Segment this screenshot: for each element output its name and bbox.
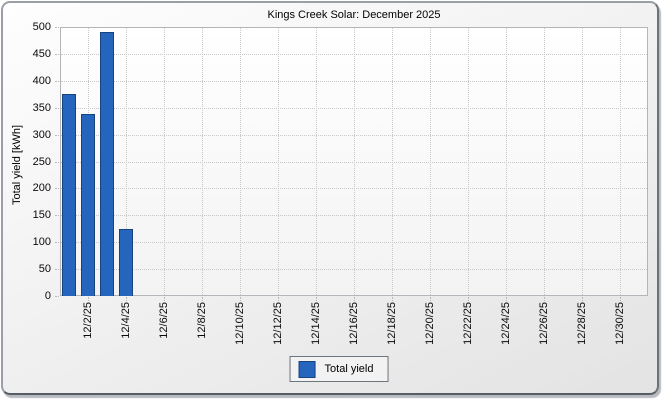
x-tick-label: 12/22/25 bbox=[461, 302, 474, 345]
gridline-vertical bbox=[354, 28, 355, 295]
gridline-vertical bbox=[202, 28, 204, 295]
y-tick-label: 100 bbox=[32, 236, 51, 249]
x-tick-label: 12/16/25 bbox=[348, 302, 360, 345]
y-tick-label: 50 bbox=[38, 263, 51, 276]
bar-12/2/25 bbox=[81, 114, 96, 296]
x-tick-mark bbox=[429, 297, 431, 301]
y-tick-label: 300 bbox=[32, 128, 51, 141]
x-tick-mark bbox=[316, 297, 318, 301]
y-tick-mark bbox=[55, 27, 59, 28]
x-tick-mark bbox=[164, 297, 166, 301]
gridline-vertical bbox=[126, 28, 128, 295]
x-tick-mark bbox=[202, 297, 204, 301]
x-tick-mark bbox=[543, 297, 545, 301]
x-tick-label: 12/6/25 bbox=[158, 302, 171, 339]
x-tick-label: 12/28/25 bbox=[575, 302, 588, 345]
x-tick-label: 12/14/25 bbox=[310, 302, 323, 345]
x-tick-label: 12/18/25 bbox=[385, 302, 398, 345]
y-tick-mark bbox=[55, 188, 59, 190]
y-tick-label: 400 bbox=[32, 74, 51, 87]
y-tick-label: 0 bbox=[44, 290, 51, 302]
y-tick-mark bbox=[55, 242, 59, 244]
legend: Total yield bbox=[289, 356, 389, 382]
y-tick-label: 250 bbox=[32, 155, 51, 168]
y-tick-label: 450 bbox=[32, 47, 51, 60]
gridline-vertical bbox=[619, 28, 621, 295]
y-tick-mark bbox=[55, 80, 59, 82]
bar-12/1/25 bbox=[62, 94, 77, 296]
gridline-vertical bbox=[164, 28, 166, 295]
y-tick-mark bbox=[55, 53, 59, 55]
y-tick-mark bbox=[55, 161, 59, 163]
bar-12/4/25 bbox=[119, 228, 134, 296]
x-tick-label: 12/12/25 bbox=[272, 302, 285, 345]
gridline-vertical bbox=[240, 28, 242, 295]
x-tick-mark bbox=[581, 297, 583, 301]
legend-swatch-total-yield bbox=[298, 360, 316, 378]
x-tick-mark bbox=[391, 297, 393, 301]
x-tick-label: 12/4/25 bbox=[120, 302, 133, 339]
x-tick-label: 12/2/25 bbox=[82, 302, 95, 339]
gridline-vertical bbox=[467, 28, 469, 295]
x-tick-label: 12/10/25 bbox=[234, 302, 247, 345]
x-tick-label: 12/24/25 bbox=[499, 302, 512, 345]
y-tick-mark bbox=[55, 215, 59, 217]
bar-12/3/25 bbox=[100, 32, 115, 296]
gridline-vertical bbox=[429, 28, 431, 295]
y-tick-label: 500 bbox=[32, 21, 51, 33]
x-tick-mark bbox=[278, 297, 280, 301]
x-tick-mark bbox=[126, 297, 128, 301]
gridline-vertical bbox=[543, 28, 545, 295]
y-tick-mark bbox=[55, 269, 59, 271]
chart-window: Kings Creek Solar: December 2025 Total y… bbox=[1, 1, 659, 395]
x-tick-mark bbox=[240, 297, 242, 301]
x-tick-mark bbox=[354, 297, 355, 301]
chart-title: Kings Creek Solar: December 2025 bbox=[267, 9, 441, 21]
x-tick-label: 12/20/25 bbox=[423, 302, 436, 345]
x-tick-mark bbox=[467, 297, 469, 301]
x-tick-label: 12/30/25 bbox=[613, 302, 626, 345]
y-tick-label: 150 bbox=[32, 209, 51, 222]
gridline-vertical bbox=[505, 28, 507, 295]
gridline-vertical bbox=[391, 28, 393, 295]
y-tick-mark bbox=[55, 134, 59, 136]
x-tick-label: 12/8/25 bbox=[196, 302, 209, 339]
y-tick-mark bbox=[55, 296, 59, 297]
gridline-vertical bbox=[581, 28, 583, 295]
x-tick-label: 12/26/25 bbox=[537, 302, 550, 345]
x-tick-mark bbox=[505, 297, 507, 301]
gridline-vertical bbox=[278, 28, 280, 295]
y-tick-mark bbox=[55, 107, 59, 109]
x-tick-mark bbox=[619, 297, 621, 301]
y-tick-label: 200 bbox=[32, 182, 51, 195]
legend-label: Total yield bbox=[324, 363, 374, 375]
x-tick-mark bbox=[88, 297, 90, 301]
gridline-vertical bbox=[316, 28, 318, 295]
y-tick-label: 350 bbox=[32, 101, 51, 114]
